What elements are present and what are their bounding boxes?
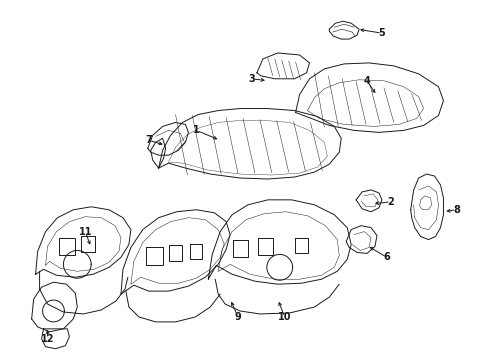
Text: 9: 9 <box>234 312 241 322</box>
Text: 8: 8 <box>452 205 459 215</box>
Text: 5: 5 <box>378 28 385 38</box>
Text: 12: 12 <box>41 334 54 344</box>
Text: 1: 1 <box>193 125 199 135</box>
Text: 10: 10 <box>277 312 291 322</box>
Text: 3: 3 <box>248 74 255 84</box>
Text: 6: 6 <box>383 252 389 262</box>
Text: 4: 4 <box>363 76 370 86</box>
Text: 7: 7 <box>145 135 152 145</box>
Text: 11: 11 <box>79 226 92 237</box>
Text: 2: 2 <box>386 197 393 207</box>
